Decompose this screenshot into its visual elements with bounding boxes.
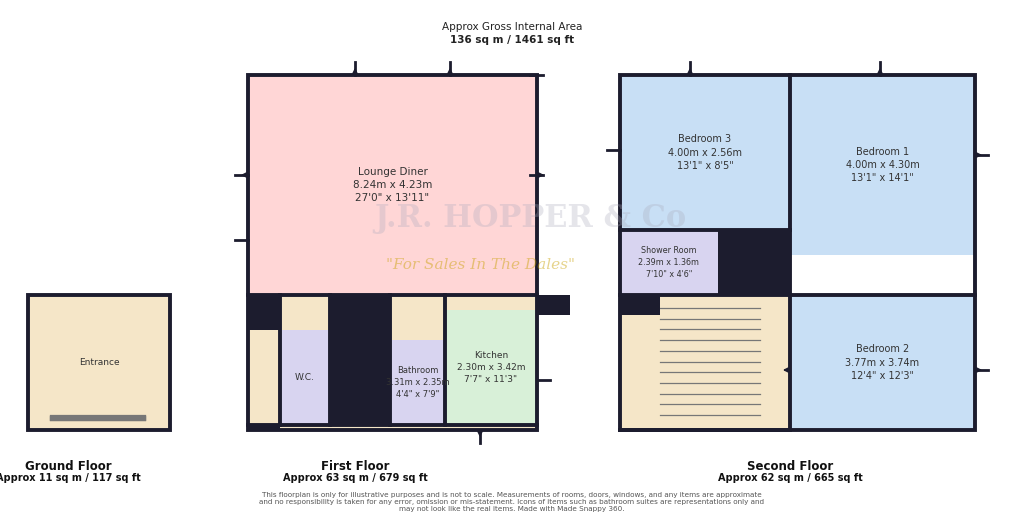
Text: This floorplan is only for illustrative purposes and is not to scale. Measuremen: This floorplan is only for illustrative …: [259, 492, 765, 512]
Text: Entrance: Entrance: [79, 358, 120, 367]
Bar: [790, 75, 975, 255]
Text: "For Sales In The Dales": "For Sales In The Dales": [385, 258, 574, 272]
Text: W.C.: W.C.: [295, 373, 315, 382]
Text: Ground Floor: Ground Floor: [25, 460, 112, 473]
Bar: [790, 295, 975, 430]
Text: First Floor: First Floor: [321, 460, 389, 473]
Text: Lounge Diner
8.24m x 4.23m
27'0" x 13'11": Lounge Diner 8.24m x 4.23m 27'0" x 13'11…: [353, 167, 432, 203]
Text: Bathroom
3.31m x 2.35m
4'4" x 7'9": Bathroom 3.31m x 2.35m 4'4" x 7'9": [386, 366, 450, 399]
Bar: [248, 295, 280, 330]
Bar: [620, 75, 975, 430]
Text: Bedroom 2
3.77m x 3.74m
12'4" x 12'3": Bedroom 2 3.77m x 3.74m 12'4" x 12'3": [846, 344, 920, 380]
Text: 136 sq m / 1461 sq ft: 136 sq m / 1461 sq ft: [450, 35, 574, 45]
Bar: [620, 295, 660, 315]
Bar: [718, 230, 790, 295]
Text: Shower Room
2.39m x 1.36m
7'10" x 4'6": Shower Room 2.39m x 1.36m 7'10" x 4'6": [639, 246, 699, 279]
Text: Approx 11 sq m / 117 sq ft: Approx 11 sq m / 117 sq ft: [0, 473, 140, 483]
Bar: [28, 295, 170, 430]
Bar: [248, 295, 537, 430]
Text: Second Floor: Second Floor: [746, 460, 834, 473]
Bar: [445, 310, 537, 425]
Bar: [248, 75, 537, 430]
Text: Bedroom 3
4.00m x 2.56m
13'1" x 8'5": Bedroom 3 4.00m x 2.56m 13'1" x 8'5": [668, 134, 742, 171]
Bar: [620, 295, 790, 430]
Bar: [248, 75, 537, 295]
Bar: [620, 75, 790, 230]
Bar: [330, 295, 390, 425]
Text: Approx Gross Internal Area: Approx Gross Internal Area: [441, 22, 583, 32]
Text: Kitchen
2.30m x 3.42m
7'7" x 11'3": Kitchen 2.30m x 3.42m 7'7" x 11'3": [457, 351, 525, 384]
Text: Bedroom 1
4.00m x 4.30m
13'1" x 14'1": Bedroom 1 4.00m x 4.30m 13'1" x 14'1": [846, 147, 920, 183]
Text: Approx 62 sq m / 665 sq ft: Approx 62 sq m / 665 sq ft: [718, 473, 862, 483]
Bar: [248, 425, 280, 430]
Text: J.R. HOPPER & Co: J.R. HOPPER & Co: [374, 202, 686, 233]
Text: Approx 63 sq m / 679 sq ft: Approx 63 sq m / 679 sq ft: [283, 473, 427, 483]
Bar: [537, 295, 570, 315]
Bar: [620, 230, 718, 295]
Bar: [390, 340, 445, 425]
Bar: [28, 295, 170, 430]
Bar: [280, 330, 330, 425]
